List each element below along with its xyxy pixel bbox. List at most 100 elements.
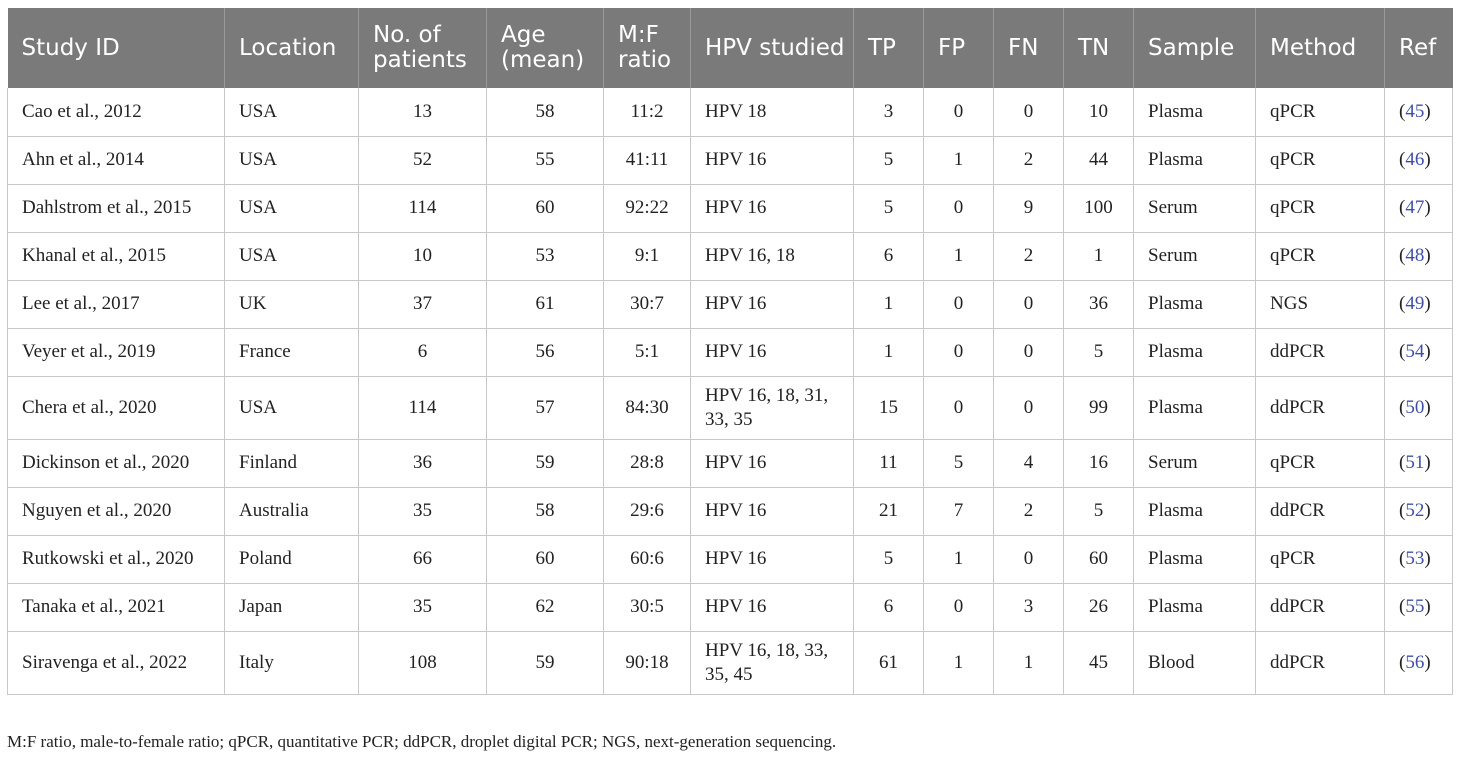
ref-open-paren: ( [1399, 500, 1406, 521]
cell-mf-ratio: 90:18 [603, 631, 691, 695]
ref-link[interactable]: 48 [1405, 245, 1425, 266]
cell-tn: 100 [1063, 184, 1134, 233]
cell-fn: 2 [993, 232, 1064, 281]
cell-tn: 5 [1063, 328, 1134, 377]
cell-tn: 5 [1063, 487, 1134, 536]
ref-close-paren: ) [1424, 651, 1431, 673]
cell-tp: 6 [853, 232, 924, 281]
cell-age: 59 [486, 439, 604, 488]
cell-ref: (51) [1384, 439, 1453, 488]
cell-patients: 35 [358, 583, 487, 632]
cell-tp: 21 [853, 487, 924, 536]
header-sample: Sample [1133, 8, 1256, 88]
cell-hpv: HPV 16 [690, 583, 854, 632]
ref-close-paren: ) [1424, 341, 1431, 362]
cell-method: qPCR [1255, 184, 1385, 233]
header-location: Location [224, 8, 359, 88]
cell-study-id: Veyer et al., 2019 [7, 328, 225, 377]
cell-age: 59 [486, 631, 604, 695]
cell-hpv: HPV 16 [690, 328, 854, 377]
cell-fn: 1 [993, 631, 1064, 695]
ref-link[interactable]: 56 [1405, 651, 1425, 673]
cell-tn: 44 [1063, 136, 1134, 185]
cell-age: 60 [486, 184, 604, 233]
cell-hpv: HPV 16 [690, 487, 854, 536]
cell-fn: 4 [993, 439, 1064, 488]
cell-ref: (54) [1384, 328, 1453, 377]
cell-tp: 61 [853, 631, 924, 695]
header-fn: FN [993, 8, 1064, 88]
ref-link[interactable]: 54 [1405, 341, 1425, 362]
ref-link[interactable]: 53 [1405, 548, 1425, 569]
cell-location: Australia [224, 487, 359, 536]
table-row: Rutkowski et al., 2020 Poland 66 60 60:6 HPV … [7, 535, 1453, 584]
cell-fp: 1 [923, 232, 994, 281]
cell-tn: 60 [1063, 535, 1134, 584]
cell-location: Japan [224, 583, 359, 632]
cell-fp: 7 [923, 487, 994, 536]
cell-hpv: HPV 16, 18, 33, 35, 45 [690, 631, 854, 695]
table-footnote: M:F ratio, male-to-female ratio; qPCR, q… [7, 732, 837, 751]
header-study-id: Study ID [7, 8, 225, 88]
cell-patients: 52 [358, 136, 487, 185]
cell-method: ddPCR [1255, 376, 1385, 440]
cell-patients: 114 [358, 376, 487, 440]
table-row: Siravenga et al., 2022 Italy 108 59 90:18 HPV… [7, 631, 1453, 695]
cell-method: ddPCR [1255, 583, 1385, 632]
cell-fp: 5 [923, 439, 994, 488]
ref-link[interactable]: 52 [1405, 500, 1425, 521]
cell-tp: 5 [853, 136, 924, 185]
cell-age: 60 [486, 535, 604, 584]
cell-tp: 3 [853, 88, 924, 137]
cell-sample: Plasma [1133, 136, 1256, 185]
ref-link[interactable]: 50 [1405, 396, 1425, 418]
ref-link[interactable]: 55 [1405, 596, 1425, 617]
cell-sample: Plasma [1133, 376, 1256, 440]
table-row: Nguyen et al., 2020 Australia 35 58 29:6 HPV … [7, 487, 1453, 536]
table-row: Dickinson et al., 2020 Finland 36 59 28:8 HPV… [7, 439, 1453, 488]
cell-fn: 0 [993, 376, 1064, 440]
cell-study-id: Dahlstrom et al., 2015 [7, 184, 225, 233]
cell-method: qPCR [1255, 88, 1385, 137]
cell-patients: 37 [358, 280, 487, 329]
cell-age: 55 [486, 136, 604, 185]
cell-ref: (50) [1384, 376, 1453, 440]
cell-method: qPCR [1255, 439, 1385, 488]
cell-location: France [224, 328, 359, 377]
ref-link[interactable]: 51 [1405, 452, 1425, 473]
cell-location: USA [224, 88, 359, 137]
cell-fn: 0 [993, 535, 1064, 584]
header-mf-ratio: M:F ratio [603, 8, 691, 88]
cell-method: ddPCR [1255, 487, 1385, 536]
cell-ref: (49) [1384, 280, 1453, 329]
cell-study-id: Rutkowski et al., 2020 [7, 535, 225, 584]
cell-patients: 13 [358, 88, 487, 137]
header-patients: No. of patients [358, 8, 487, 88]
cell-sample: Plasma [1133, 280, 1256, 329]
table-body: Cao et al., 2012 USA 13 58 11:2 HPV 18 3 0 0 10 Pl… [7, 88, 1453, 695]
cell-mf-ratio: 60:6 [603, 535, 691, 584]
cell-ref: (53) [1384, 535, 1453, 584]
ref-link[interactable]: 46 [1405, 149, 1425, 170]
cell-age: 62 [486, 583, 604, 632]
ref-link[interactable]: 49 [1405, 293, 1425, 314]
table-row: Veyer et al., 2019 France 6 56 5:1 HPV 16 1 0 0 5… [7, 328, 1453, 377]
cell-mf-ratio: 11:2 [603, 88, 691, 137]
cell-tn: 10 [1063, 88, 1134, 137]
cell-sample: Plasma [1133, 88, 1256, 137]
cell-fn: 9 [993, 184, 1064, 233]
table-row: Lee et al., 2017 UK 37 61 30:7 HPV 16 1 0 0 36 Pla… [7, 280, 1453, 329]
cell-patients: 108 [358, 631, 487, 695]
cell-ref: (48) [1384, 232, 1453, 281]
cell-study-id: Siravenga et al., 2022 [7, 631, 225, 695]
table-row: Cao et al., 2012 USA 13 58 11:2 HPV 18 3 0 0 10 Pl… [7, 88, 1453, 137]
ref-link[interactable]: 45 [1405, 100, 1425, 122]
cell-location: USA [224, 136, 359, 185]
header-hpv-studied: HPV studied [690, 8, 854, 88]
table-row: Dahlstrom et al., 2015 USA 114 60 92:22 HPV 1… [7, 184, 1453, 233]
ref-close-paren: ) [1424, 149, 1431, 170]
ref-close-paren: ) [1424, 548, 1431, 569]
ref-link[interactable]: 47 [1405, 197, 1425, 218]
cell-study-id: Khanal et al., 2015 [7, 232, 225, 281]
cell-location: Finland [224, 439, 359, 488]
